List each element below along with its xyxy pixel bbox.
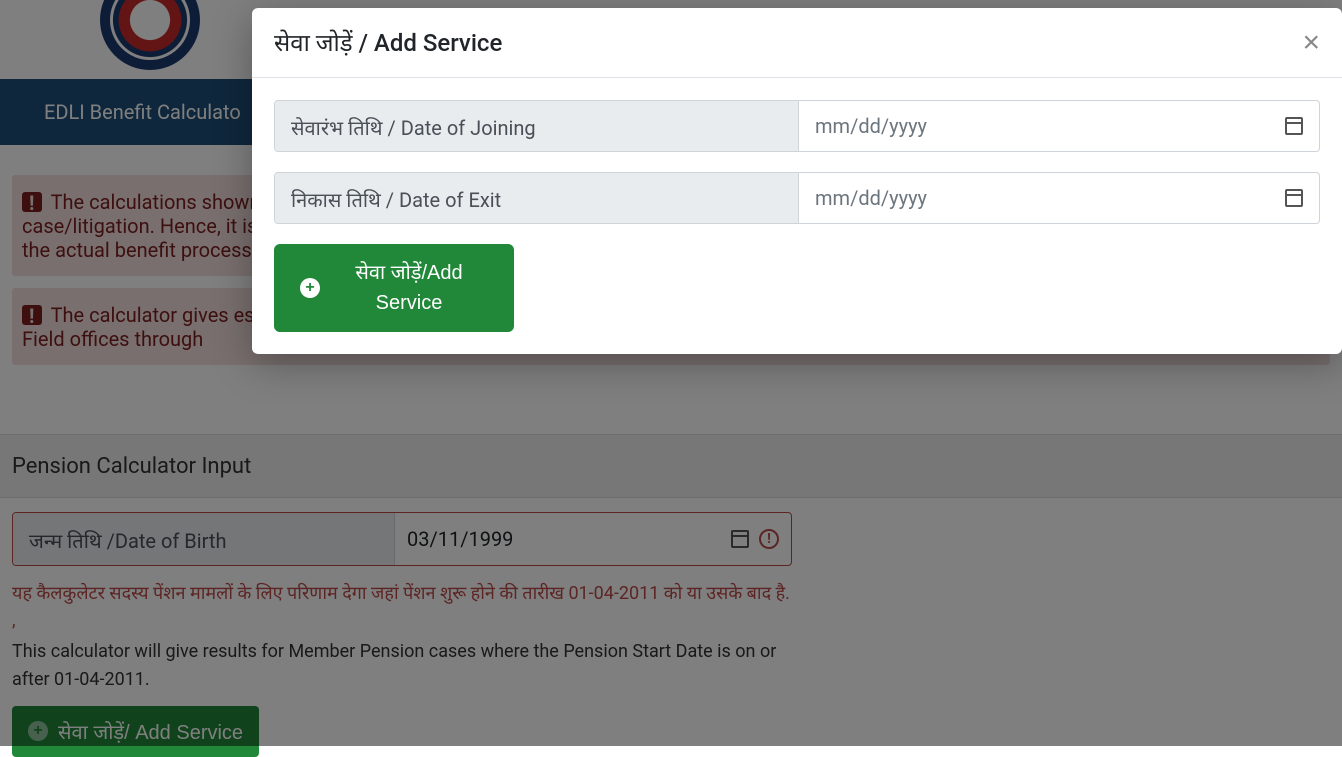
calendar-icon[interactable] [1285,117,1303,135]
close-button[interactable]: × [1302,28,1320,58]
add-service-submit-label: सेवा जोड़ें/Add Service [330,258,488,318]
calendar-icon[interactable] [1285,189,1303,207]
doe-label: निकास तिथि / Date of Exit [275,173,799,223]
doe-input-group: निकास तिथि / Date of Exit mm/dd/yyyy [274,172,1320,224]
doj-input-group: सेवारंभ तिथि / Date of Joining mm/dd/yyy… [274,100,1320,152]
doj-placeholder: mm/dd/yyyy [815,114,927,138]
add-service-modal: सेवा जोड़ें / Add Service × सेवारंभ तिथि… [252,8,1342,354]
doe-placeholder: mm/dd/yyyy [815,186,927,210]
doe-field[interactable]: mm/dd/yyyy [799,173,1319,223]
doj-label: सेवारंभ तिथि / Date of Joining [275,101,799,151]
modal-title: सेवा जोड़ें / Add Service [274,26,502,59]
add-service-submit-button[interactable]: + सेवा जोड़ें/Add Service [274,244,514,332]
modal-header: सेवा जोड़ें / Add Service × [252,8,1342,78]
doj-field[interactable]: mm/dd/yyyy [799,101,1319,151]
close-icon: × [1302,26,1320,59]
plus-circle-icon: + [300,278,320,298]
modal-body: सेवारंभ तिथि / Date of Joining mm/dd/yyy… [252,78,1342,354]
